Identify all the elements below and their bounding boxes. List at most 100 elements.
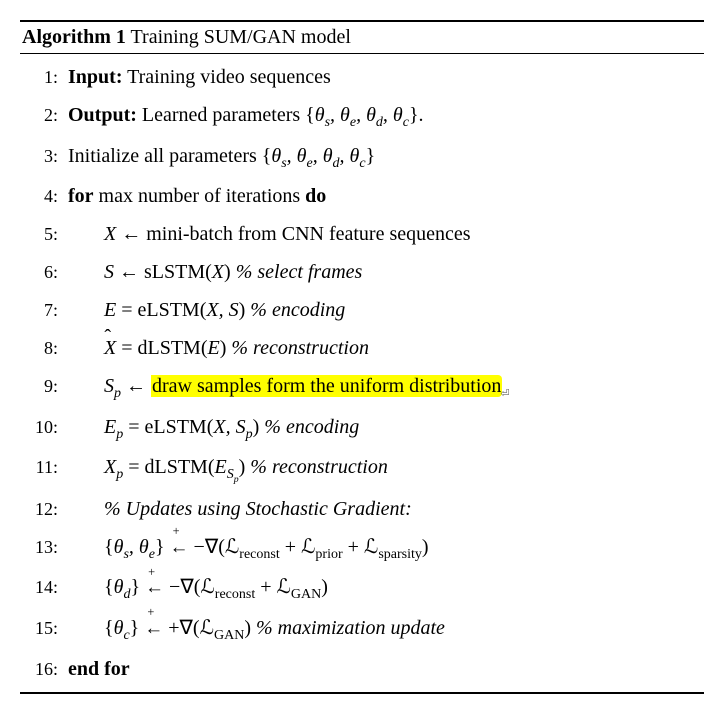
- fn: dLSTM(: [145, 456, 215, 478]
- line-content: for max number of iterations do: [64, 177, 326, 215]
- line-content: Input: Training video sequences: [64, 58, 331, 96]
- var: S: [229, 299, 239, 321]
- loss: ℒ: [200, 617, 214, 639]
- grad: −∇(: [164, 576, 200, 598]
- theta: θc: [114, 617, 130, 639]
- paragraph-marker-icon: ⏎: [500, 384, 509, 405]
- arrow-icon: ←: [121, 375, 151, 397]
- line-number: 12:: [20, 492, 64, 526]
- line-content: Sp ← draw samples form the uniform distr…: [64, 367, 510, 408]
- loss-sub: GAN: [214, 628, 244, 643]
- comment: % reconstruction: [231, 337, 369, 359]
- grad: −∇(: [189, 536, 225, 558]
- text: ): [253, 416, 265, 438]
- algo-line: 4: for max number of iterations do: [20, 177, 704, 215]
- algorithm-block: Algorithm 1 Training SUM/GAN model 1: In…: [20, 20, 704, 694]
- theta: θs, θe, θd, θc: [315, 104, 409, 126]
- algo-line: 10: Ep = eLSTM(X, Sp) % encoding: [20, 408, 704, 449]
- text: }: [366, 145, 376, 167]
- line-content: Xp = dLSTM(ESp) % reconstruction: [64, 448, 388, 489]
- text: max number of iterations: [94, 185, 306, 207]
- line-content: Output: Learned parameters {θs, θe, θd, …: [64, 96, 424, 137]
- loss-sub: GAN: [291, 587, 321, 602]
- loss: ℒ: [200, 576, 214, 598]
- plus: +: [280, 536, 301, 558]
- algo-line: 8: X = dLSTM(E) % reconstruction: [20, 329, 704, 367]
- line-number: 2:: [20, 98, 64, 132]
- paren: ): [244, 617, 256, 639]
- text: ): [220, 337, 232, 359]
- theta: θs, θe: [114, 536, 155, 558]
- algo-line: 7: E = eLSTM(X, S) % encoding: [20, 291, 704, 329]
- arrow-icon: ←: [116, 223, 146, 245]
- line-number: 8:: [20, 331, 64, 365]
- line-content: {θc} +← +∇(ℒGAN) % maximization update: [64, 609, 445, 650]
- var: X: [213, 416, 225, 438]
- paren: ): [422, 536, 429, 558]
- comment: % encoding: [264, 416, 359, 438]
- brace: }: [130, 617, 145, 639]
- algo-line: 6: S ← sLSTM(X) % select frames: [20, 253, 704, 291]
- var: E: [208, 337, 220, 359]
- plus: +: [255, 576, 276, 598]
- var: Sp: [104, 375, 121, 397]
- eq: =: [123, 456, 144, 478]
- keyword-for: for: [68, 185, 94, 207]
- algo-line: 5: X ← mini-batch from CNN feature seque…: [20, 215, 704, 253]
- fn: eLSTM(: [145, 416, 214, 438]
- var: X: [212, 261, 224, 283]
- algorithm-title-row: Algorithm 1 Training SUM/GAN model: [20, 22, 704, 54]
- keyword-output: Output:: [68, 104, 137, 126]
- algo-line: 13: {θs, θe} +← −∇(ℒreconst + ℒprior + ℒ…: [20, 528, 704, 569]
- comment: % reconstruction: [250, 456, 388, 478]
- line-number: 11:: [20, 450, 64, 484]
- comma: ,: [226, 416, 236, 438]
- brace: {: [104, 617, 114, 639]
- loss-sub: sparsity: [378, 547, 422, 562]
- highlighted-text: draw samples form the uniform distributi…: [151, 375, 502, 397]
- algo-line: 2: Output: Learned parameters {θs, θe, θ…: [20, 96, 704, 137]
- keyword-do: do: [305, 185, 326, 207]
- fn: sLSTM(: [144, 261, 212, 283]
- var: Xp: [104, 456, 123, 478]
- arrow-icon: ←: [114, 261, 144, 283]
- line-number: 14:: [20, 570, 64, 604]
- line-content: X ← mini-batch from CNN feature sequence…: [64, 215, 471, 253]
- line-content: S ← sLSTM(X) % select frames: [64, 253, 362, 291]
- comment: % Updates using Stochastic Gradient:: [104, 498, 412, 520]
- loss: ℒ: [225, 536, 239, 558]
- line-number: 7:: [20, 293, 64, 327]
- text: mini-batch from CNN feature sequences: [146, 223, 470, 245]
- loss: ℒ: [277, 576, 291, 598]
- line-number: 1:: [20, 60, 64, 94]
- line-number: 15:: [20, 611, 64, 645]
- loss-sub: prior: [315, 547, 342, 562]
- var: Ep: [104, 416, 123, 438]
- line-content: % Updates using Stochastic Gradient:: [64, 490, 412, 528]
- plus: +: [343, 536, 364, 558]
- update-arrow-icon: +←: [144, 611, 163, 647]
- eq: =: [116, 299, 137, 321]
- comment: % select frames: [236, 261, 363, 283]
- algo-line: 15: {θc} +← +∇(ℒGAN) % maximization upda…: [20, 609, 704, 650]
- algo-line: 1: Input: Training video sequences: [20, 58, 704, 96]
- var: Sp: [236, 416, 253, 438]
- grad: +∇(: [163, 617, 199, 639]
- loss: ℒ: [301, 536, 315, 558]
- text: ): [239, 456, 251, 478]
- line-number: 4:: [20, 179, 64, 213]
- loss-sub: reconst: [215, 587, 255, 602]
- line-content: X = dLSTM(E) % reconstruction: [64, 329, 369, 367]
- loss: ℒ: [364, 536, 378, 558]
- var: ESp: [215, 456, 239, 478]
- var: X: [104, 223, 116, 245]
- algo-line: 9: Sp ← draw samples form the uniform di…: [20, 367, 704, 408]
- text: }.: [409, 104, 424, 126]
- eq: =: [116, 337, 137, 359]
- algo-line: 16: end for: [20, 650, 704, 688]
- theta: θd: [114, 576, 131, 598]
- comment: % encoding: [250, 299, 345, 321]
- line-content: Ep = eLSTM(X, Sp) % encoding: [64, 408, 359, 449]
- comment: % maximization update: [256, 617, 445, 639]
- line-number: 3:: [20, 139, 64, 173]
